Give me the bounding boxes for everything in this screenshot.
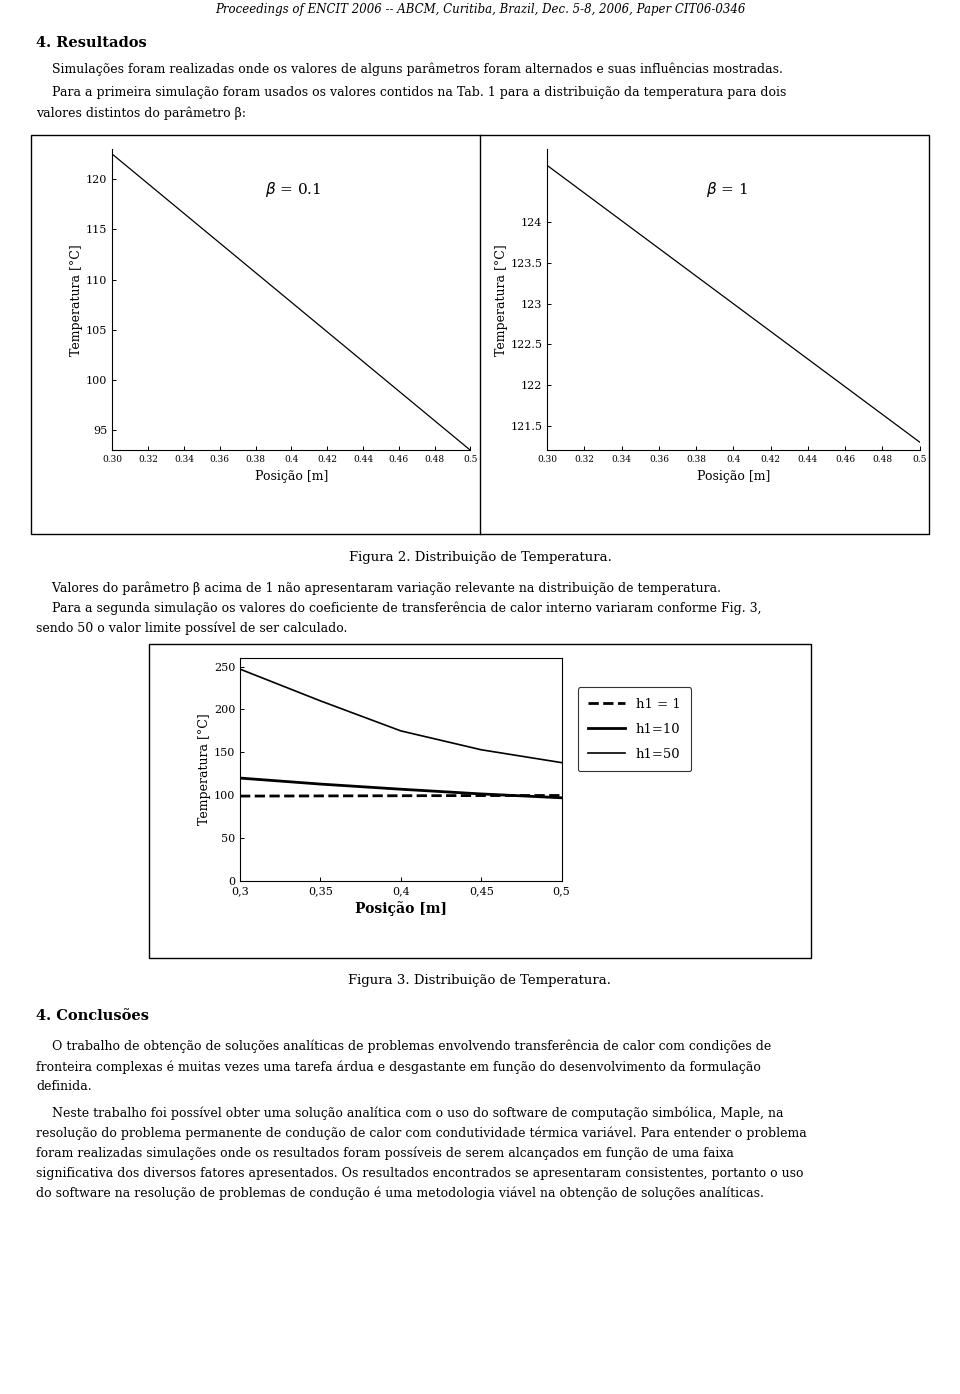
X-axis label: Posição [m]: Posição [m]: [254, 470, 328, 482]
Text: Neste trabalho foi possível obter uma solução analítica com o uso do software de: Neste trabalho foi possível obter uma so…: [36, 1107, 784, 1119]
Text: fronteira complexas é muitas vezes uma tarefa árdua e desgastante em função do d: fronteira complexas é muitas vezes uma t…: [36, 1059, 761, 1073]
Text: Valores do parâmetro β acima de 1 não apresentaram variação relevante na distrib: Valores do parâmetro β acima de 1 não ap…: [36, 581, 722, 595]
Text: Figura 2. Distribuição de Temperatura.: Figura 2. Distribuição de Temperatura.: [348, 551, 612, 563]
Text: $\beta$ = 1: $\beta$ = 1: [706, 180, 747, 199]
Text: definida.: definida.: [36, 1080, 92, 1093]
Text: Para a segunda simulação os valores do coeficiente de transferência de calor int: Para a segunda simulação os valores do c…: [36, 602, 762, 615]
Y-axis label: Temperatura [°C]: Temperatura [°C]: [494, 244, 508, 355]
Text: significativa dos diversos fatores apresentados. Os resultados encontrados se ap: significativa dos diversos fatores apres…: [36, 1167, 804, 1179]
X-axis label: Posição [m]: Posição [m]: [355, 902, 446, 916]
Text: foram realizadas simulações onde os resultados foram possíveis de serem alcançad: foram realizadas simulações onde os resu…: [36, 1146, 734, 1160]
Text: Figura 3. Distribuição de Temperatura.: Figura 3. Distribuição de Temperatura.: [348, 974, 612, 987]
Y-axis label: Temperatura [°C]: Temperatura [°C]: [70, 244, 84, 355]
X-axis label: Posição [m]: Posição [m]: [697, 470, 770, 482]
Text: valores distintos do parâmetro β:: valores distintos do parâmetro β:: [36, 107, 247, 120]
Text: Para a primeira simulação foram usados os valores contidos na Tab. 1 para a dist: Para a primeira simulação foram usados o…: [36, 86, 787, 99]
Legend: h1 = 1, h1=10, h1=50: h1 = 1, h1=10, h1=50: [578, 687, 691, 771]
Text: resolução do problema permanente de condução de calor com condutividade térmica : resolução do problema permanente de cond…: [36, 1126, 807, 1140]
Y-axis label: Temperatura [°C]: Temperatura [°C]: [198, 714, 211, 825]
Text: do software na resolução de problemas de condução é uma metodologia viável na ob: do software na resolução de problemas de…: [36, 1188, 764, 1200]
Text: $\beta$ = 0.1: $\beta$ = 0.1: [265, 180, 321, 199]
Text: 4. Conclusões: 4. Conclusões: [36, 1009, 150, 1023]
Text: O trabalho de obtenção de soluções analíticas de problemas envolvendo transferên: O trabalho de obtenção de soluções analí…: [36, 1040, 772, 1054]
Text: 4. Resultados: 4. Resultados: [36, 36, 147, 50]
Text: Proceedings of ENCIT 2006 -- ABCM, Curitiba, Brazil, Dec. 5-8, 2006, Paper CIT06: Proceedings of ENCIT 2006 -- ABCM, Curit…: [215, 3, 745, 17]
Text: sendo 50 o valor limite possível de ser calculado.: sendo 50 o valor limite possível de ser …: [36, 622, 348, 636]
Text: Simulações foram realizadas onde os valores de alguns parâmetros foram alternado: Simulações foram realizadas onde os valo…: [36, 63, 783, 77]
